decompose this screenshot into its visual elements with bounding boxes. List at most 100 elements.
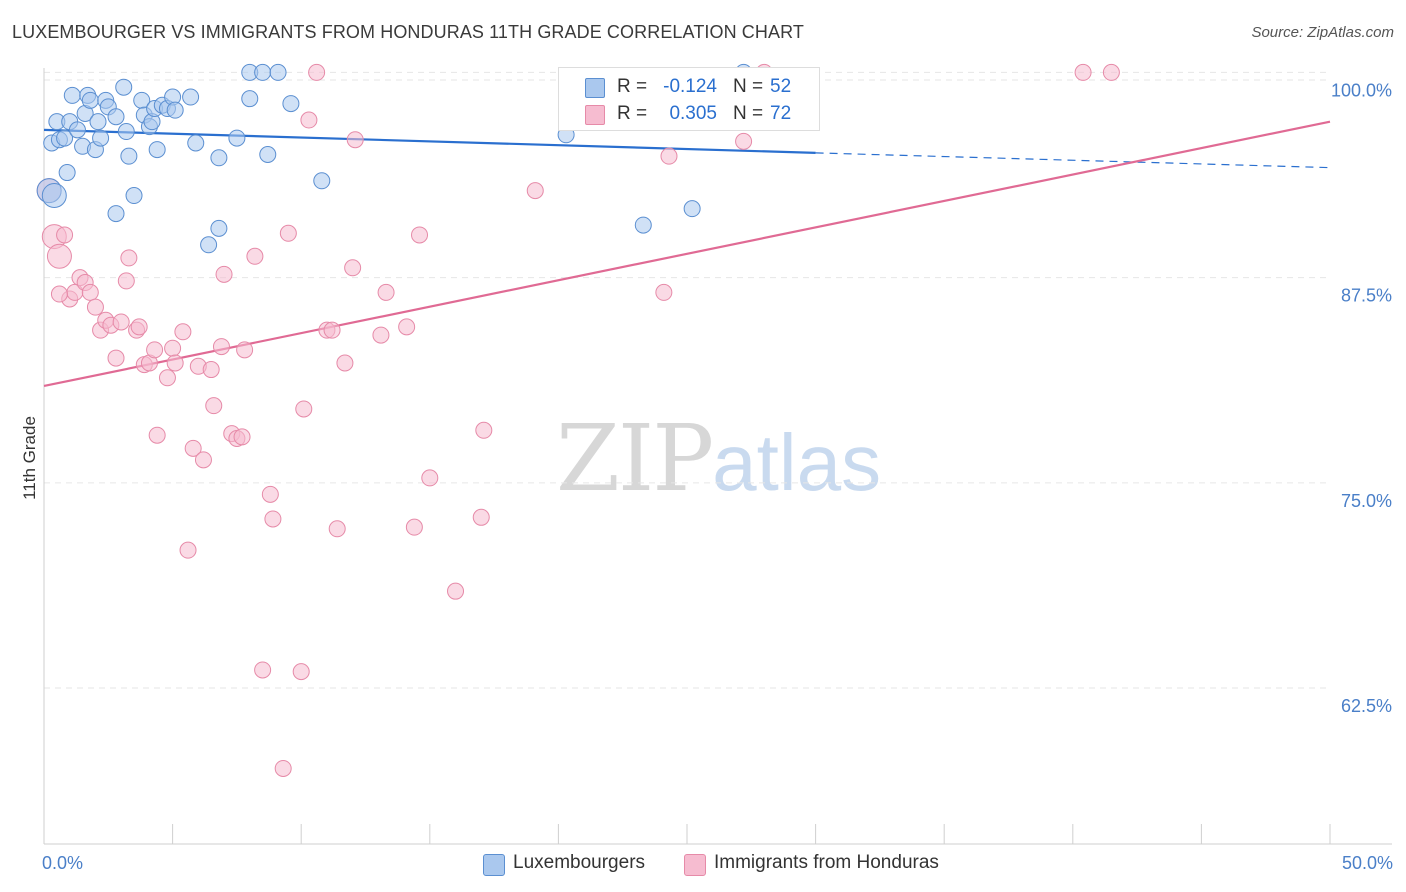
chart-title: LUXEMBOURGER VS IMMIGRANTS FROM HONDURAS… bbox=[12, 22, 804, 42]
honduras-point bbox=[1074, 63, 1092, 81]
x-tick-label-min: 0.0% bbox=[42, 853, 83, 873]
luxembourger-point bbox=[187, 134, 205, 152]
legend-n-value: 52 bbox=[770, 76, 792, 97]
luxembourger-point bbox=[89, 113, 107, 131]
honduras-point bbox=[1102, 63, 1120, 81]
honduras-point bbox=[212, 338, 230, 356]
honduras-point bbox=[56, 226, 74, 244]
honduras-point bbox=[86, 298, 104, 316]
honduras-point bbox=[421, 469, 439, 487]
luxembourger-point bbox=[81, 91, 99, 109]
honduras-point bbox=[254, 661, 272, 679]
honduras-point bbox=[130, 318, 148, 336]
luxembourger-point bbox=[634, 216, 652, 234]
honduras-point bbox=[346, 131, 364, 149]
honduras-point bbox=[447, 582, 465, 600]
honduras-point bbox=[526, 182, 544, 200]
data-points bbox=[36, 63, 1120, 777]
honduras-point bbox=[411, 226, 429, 244]
honduras-point bbox=[202, 361, 220, 379]
luxembourger-point bbox=[68, 121, 86, 139]
honduras-point bbox=[166, 354, 184, 372]
luxembourger-point bbox=[313, 172, 331, 190]
luxembourger-point bbox=[228, 129, 246, 147]
luxembourger-point bbox=[63, 86, 81, 104]
honduras-point bbox=[308, 63, 326, 81]
legend-label: Immigrants from Honduras bbox=[714, 852, 939, 873]
honduras-point bbox=[233, 428, 251, 446]
trend-lines bbox=[43, 120, 1331, 388]
honduras-trend-line bbox=[43, 120, 1331, 388]
y-tick-label: 100.0% bbox=[1331, 80, 1392, 100]
y-tick-label: 87.5% bbox=[1341, 286, 1392, 306]
honduras-point bbox=[735, 132, 753, 150]
y-tick-label: 62.5% bbox=[1341, 696, 1392, 716]
luxembourger-point bbox=[107, 205, 125, 223]
honduras-point bbox=[264, 510, 282, 528]
legend-label: Luxembourgers bbox=[513, 852, 646, 873]
legend-swatch-blue bbox=[585, 78, 605, 98]
legend-n-value: 72 bbox=[770, 103, 792, 124]
honduras-point bbox=[295, 400, 313, 418]
honduras-point bbox=[120, 249, 138, 267]
honduras-point bbox=[655, 283, 673, 301]
luxembourger-point bbox=[683, 200, 701, 218]
luxembourger-point bbox=[107, 108, 125, 126]
honduras-point bbox=[107, 349, 125, 367]
honduras-point bbox=[261, 485, 279, 503]
luxembourger-point bbox=[117, 123, 135, 141]
honduras-point bbox=[660, 147, 678, 165]
luxembourger-point bbox=[115, 78, 133, 96]
luxembourger-trend-line bbox=[43, 128, 816, 154]
honduras-point bbox=[475, 421, 493, 439]
honduras-point bbox=[323, 321, 341, 339]
legend-swatch-blue bbox=[483, 854, 505, 876]
legend-n-label: N = bbox=[733, 76, 764, 97]
honduras-point bbox=[46, 243, 72, 269]
luxembourger-point bbox=[92, 129, 110, 147]
grid-lines bbox=[44, 71, 1330, 689]
honduras-point bbox=[50, 285, 68, 303]
honduras-point bbox=[236, 341, 254, 359]
x-tick-label-max: 50.0% bbox=[1342, 853, 1393, 873]
luxembourger-point bbox=[210, 219, 228, 237]
luxembourger-point bbox=[41, 183, 67, 209]
honduras-point bbox=[274, 759, 292, 777]
luxembourger-point bbox=[254, 63, 272, 81]
honduras-point bbox=[472, 508, 490, 526]
honduras-point bbox=[300, 111, 318, 129]
honduras-point bbox=[405, 518, 423, 536]
luxembourger-point bbox=[282, 95, 300, 113]
honduras-point bbox=[279, 224, 297, 242]
stats-legend: R = -0.124 N = 52 R = 0.305 N = 72 bbox=[558, 67, 820, 131]
luxembourger-point bbox=[120, 147, 138, 165]
legend-row-luxembourgers: R = -0.124 N = 52 bbox=[559, 73, 819, 101]
legend-n-label: N = bbox=[733, 103, 764, 124]
luxembourger-point bbox=[241, 90, 259, 108]
honduras-point bbox=[174, 323, 192, 341]
legend-row-honduras: R = 0.305 N = 72 bbox=[559, 100, 819, 128]
honduras-point bbox=[372, 326, 390, 344]
honduras-point bbox=[158, 369, 176, 387]
luxembourger-point bbox=[210, 149, 228, 167]
tick-labels: 100.0% 87.5% 75.0% 62.5% 0.0% 50.0% bbox=[42, 80, 1393, 873]
legend-swatch-pink bbox=[585, 105, 605, 125]
honduras-point bbox=[148, 426, 166, 444]
honduras-point bbox=[184, 439, 202, 457]
luxembourger-point bbox=[125, 187, 143, 205]
luxembourger-point bbox=[200, 236, 218, 254]
honduras-point bbox=[246, 247, 264, 265]
legend-r-label: R = bbox=[617, 76, 648, 97]
watermark: ZIPatlas bbox=[556, 405, 881, 512]
axes bbox=[43, 68, 1392, 845]
watermark-zip: ZIP bbox=[556, 405, 714, 512]
honduras-point bbox=[194, 451, 212, 469]
honduras-point bbox=[112, 313, 130, 331]
honduras-point bbox=[336, 354, 354, 372]
legend-r-label: R = bbox=[617, 103, 648, 124]
y-tick-label: 75.0% bbox=[1341, 491, 1392, 511]
luxembourger-trend-extension bbox=[815, 152, 1331, 169]
honduras-point bbox=[117, 272, 135, 290]
honduras-point bbox=[215, 265, 233, 283]
